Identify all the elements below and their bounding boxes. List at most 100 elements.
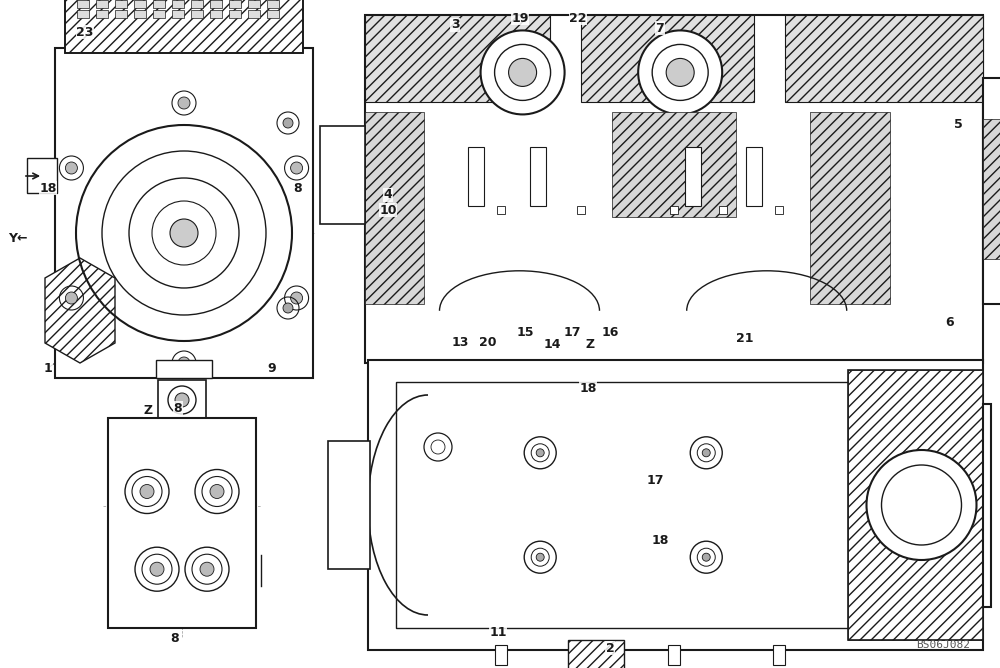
Text: 19: 19	[511, 11, 529, 25]
Text: 5: 5	[954, 118, 962, 132]
Bar	[983, 120, 1000, 259]
Bar	[115, 0, 127, 8]
Bar	[668, 645, 680, 665]
Bar	[746, 147, 762, 206]
Text: 8: 8	[171, 631, 179, 645]
Bar	[153, 10, 165, 18]
Text: 15: 15	[516, 325, 534, 339]
Bar	[248, 10, 260, 18]
Bar	[577, 206, 585, 214]
Bar	[77, 0, 89, 8]
Bar	[134, 10, 146, 18]
Text: BS06J082: BS06J082	[916, 640, 970, 650]
Bar	[568, 640, 624, 668]
Circle shape	[509, 58, 537, 86]
Bar	[848, 370, 983, 640]
Circle shape	[536, 449, 544, 457]
Bar	[55, 48, 313, 378]
Circle shape	[291, 292, 303, 304]
Bar	[229, 10, 241, 18]
Text: 20: 20	[479, 335, 497, 349]
Bar	[320, 126, 365, 224]
Text: 2: 2	[606, 641, 614, 655]
Circle shape	[652, 44, 708, 100]
Text: Y←: Y←	[8, 232, 28, 244]
Bar	[365, 15, 983, 363]
Bar	[156, 360, 212, 378]
Bar	[229, 0, 241, 8]
Circle shape	[140, 484, 154, 498]
Circle shape	[65, 292, 77, 304]
Bar	[248, 0, 260, 8]
Bar	[77, 10, 89, 18]
Bar	[670, 206, 678, 214]
Text: 6: 6	[946, 315, 954, 329]
Bar	[396, 382, 911, 628]
Text: 22: 22	[569, 11, 587, 25]
Bar	[530, 147, 546, 206]
Bar	[27, 158, 57, 193]
Text: 11: 11	[489, 625, 507, 639]
Bar	[158, 380, 206, 420]
Bar	[134, 0, 146, 8]
Bar	[267, 0, 279, 8]
Bar	[115, 10, 127, 18]
Text: 7: 7	[656, 21, 664, 35]
Circle shape	[200, 562, 214, 576]
Circle shape	[170, 219, 198, 247]
Bar	[96, 0, 108, 8]
Text: Z: Z	[143, 403, 153, 417]
Text: 9: 9	[268, 361, 276, 375]
Text: 8: 8	[294, 182, 302, 194]
Circle shape	[283, 303, 293, 313]
Bar	[65, 0, 303, 53]
Bar	[153, 0, 165, 8]
Text: 8: 8	[174, 401, 182, 415]
Bar	[983, 77, 1000, 304]
Bar	[191, 0, 203, 8]
Bar	[172, 10, 184, 18]
Text: 3: 3	[451, 19, 459, 31]
Text: 16: 16	[601, 325, 619, 339]
Bar	[65, 0, 303, 53]
Circle shape	[283, 118, 293, 128]
Text: 13: 13	[451, 335, 469, 349]
Circle shape	[65, 162, 77, 174]
Bar	[96, 10, 108, 18]
Text: 10: 10	[379, 204, 397, 216]
Circle shape	[178, 97, 190, 109]
Bar	[495, 645, 507, 665]
Circle shape	[702, 553, 710, 561]
Text: 17: 17	[646, 474, 664, 486]
Bar	[775, 206, 783, 214]
Text: 21: 21	[736, 331, 754, 345]
Circle shape	[866, 450, 976, 560]
Bar	[365, 15, 550, 102]
Text: Z: Z	[585, 339, 595, 351]
Bar	[581, 15, 754, 102]
Bar	[848, 370, 983, 640]
Circle shape	[175, 393, 189, 407]
Circle shape	[702, 449, 710, 457]
Bar	[328, 441, 370, 568]
Text: 18: 18	[579, 381, 597, 395]
Circle shape	[150, 562, 164, 576]
Bar	[497, 206, 505, 214]
Circle shape	[495, 44, 551, 100]
Bar	[365, 112, 424, 304]
Bar	[685, 147, 701, 206]
Bar	[267, 10, 279, 18]
Bar	[719, 206, 727, 214]
Bar	[396, 382, 911, 628]
Text: 4: 4	[384, 188, 392, 202]
Bar	[172, 0, 184, 8]
Bar	[210, 10, 222, 18]
Bar	[612, 112, 736, 217]
Text: 18: 18	[651, 534, 669, 546]
Text: 14: 14	[543, 339, 561, 351]
Bar	[191, 10, 203, 18]
Bar	[108, 418, 256, 628]
Bar	[983, 403, 991, 607]
Bar	[210, 0, 222, 8]
Circle shape	[210, 484, 224, 498]
